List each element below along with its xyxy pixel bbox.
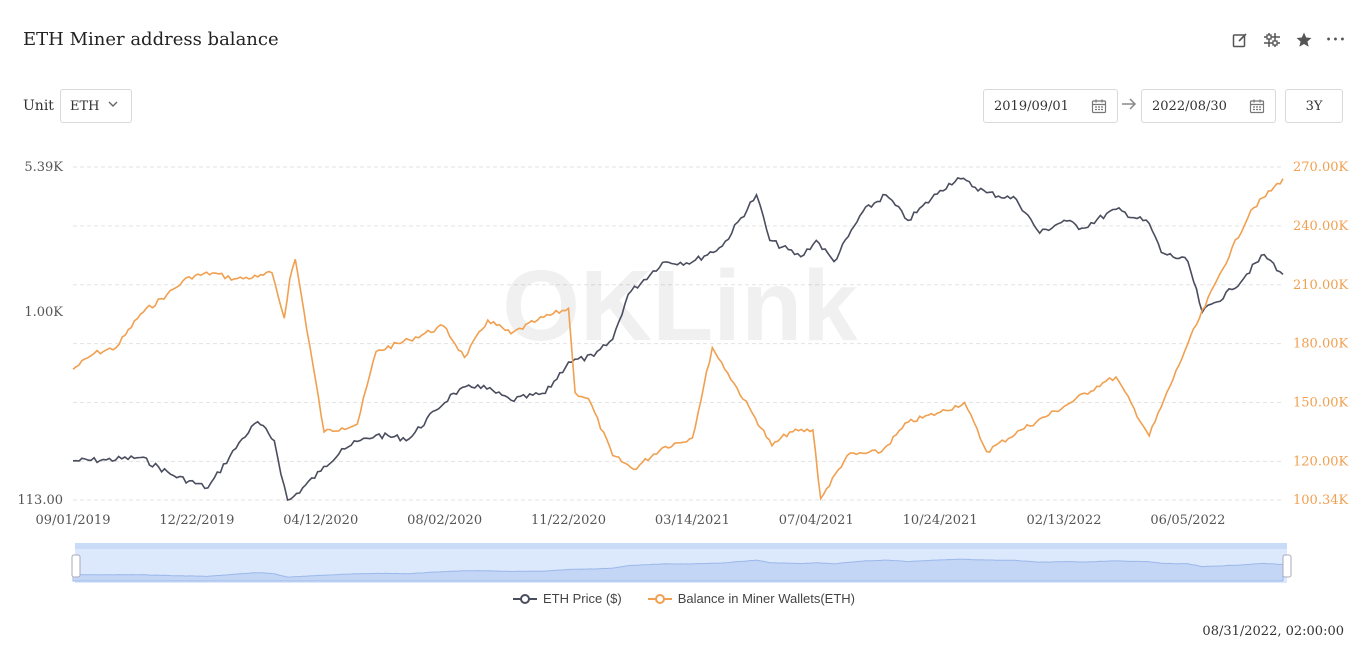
slider-handle-right[interactable] [1282,554,1292,578]
line-chart: OKLink 5.39K 1.00K 113.00 270.00K 240.00K 21… [18,160,1348,583]
star-icon[interactable] [1294,30,1314,50]
range-preset-button[interactable]: 3Y [1285,89,1343,123]
y-right-tick-label: 210.00K [1293,278,1348,293]
y-right-tick-label: 120.00K [1293,454,1348,469]
chevron-down-icon [107,98,119,114]
start-date-input[interactable]: 2019/09/01 [983,89,1118,123]
chart-toolbar: ••• [1230,30,1346,50]
y-right-tick-label: 270.00K [1293,160,1348,175]
x-tick-label: 07/04/2021 [779,513,854,528]
legend-label-price: ETH Price ($) [543,591,622,606]
unit-value: ETH [70,98,100,114]
more-icon[interactable]: ••• [1325,34,1347,46]
x-tick-label: 02/13/2022 [1027,513,1102,528]
x-tick-label: 09/01/2019 [36,513,111,528]
data-timestamp: 08/31/2022, 02:00:00 [1202,624,1344,639]
start-date-value: 2019/09/01 [994,98,1069,114]
x-tick-label: 04/12/2020 [283,513,358,528]
legend-marker-price [513,593,538,604]
x-tick-label: 08/02/2020 [407,513,482,528]
page-title: ETH Miner address balance [23,29,279,50]
x-tick-label: 06/05/2022 [1150,513,1225,528]
edit-icon[interactable] [1230,30,1250,50]
y-left-tick-label: 1.00K [24,305,63,320]
slider-top-bar[interactable] [75,543,1287,549]
x-tick-label: 12/22/2019 [159,513,234,528]
y-right-tick-label: 100.34K [1293,493,1348,508]
legend-marker-balance [647,593,672,604]
calendar-icon [1249,98,1265,118]
slider-preview-area [72,558,1284,582]
right-axis: 270.00K 240.00K 210.00K 180.00K 150.00K 120.0… [1293,160,1348,508]
x-tick-label: 11/22/2020 [531,513,606,528]
y-right-tick-label: 150.00K [1293,396,1348,411]
x-axis: 09/01/2019 12/22/2019 04/12/2020 08/02/2020… [36,513,1226,528]
unit-label: Unit [23,98,54,114]
series-line-balance [72,178,1284,501]
calendar-icon [1091,98,1107,118]
unit-select[interactable]: ETH [60,89,132,123]
zoom-slider[interactable] [71,543,1292,583]
watermark: OKLink [502,250,858,362]
x-tick-label: 10/24/2021 [903,513,978,528]
y-right-tick-label: 240.00K [1293,219,1348,234]
y-right-tick-label: 180.00K [1293,337,1348,352]
x-tick-label: 03/14/2021 [655,513,730,528]
end-date-input[interactable]: 2022/08/30 [1141,89,1276,123]
legend-label-balance: Balance in Miner Wallets(ETH) [677,591,855,606]
chart-legend: ETH Price ($) Balance in Miner Wallets(E… [0,591,1368,606]
left-axis: 5.39K 1.00K 113.00 [18,160,64,508]
slider-handle-left[interactable] [71,554,81,578]
legend-item-price[interactable]: ETH Price ($) [513,591,622,606]
end-date-value: 2022/08/30 [1152,98,1227,114]
y-left-tick-label: 5.39K [24,160,63,175]
arrow-right-icon [1121,96,1137,116]
chart-grid [73,166,1283,501]
y-left-tick-label: 113.00 [18,493,64,508]
compare-icon[interactable] [1262,30,1282,50]
series-line-price [72,176,1284,502]
legend-item-balance[interactable]: Balance in Miner Wallets(ETH) [647,591,855,606]
